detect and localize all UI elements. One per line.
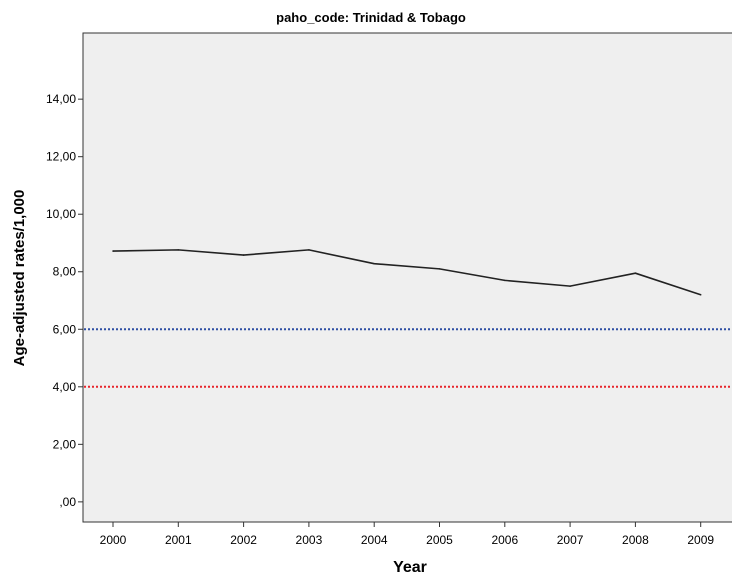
x-axis: 2000 2001 2002 2003 2004 2005 2006 2007 2008 2009 (100, 522, 714, 547)
x-tick-label: 2001 (165, 533, 192, 547)
x-tick-label: 2004 (361, 533, 388, 547)
data-point (373, 262, 376, 265)
series-layer (112, 249, 702, 296)
y-tick-label: ,00 (59, 495, 76, 509)
y-tick-label: 12,00 (46, 150, 76, 164)
y-tick-label: 2,00 (53, 437, 77, 451)
reference-lines (84, 328, 732, 388)
data-point (112, 250, 114, 252)
y-axis: ,00 2,00 4,00 6,00 8,00 10,00 12,00 14,00 (46, 92, 83, 509)
data-point (177, 249, 180, 251)
x-tick-label: 2002 (230, 533, 257, 547)
x-tick-label: 2008 (622, 533, 649, 547)
data-point (569, 285, 571, 287)
data-point (699, 293, 702, 296)
data-point (438, 268, 441, 270)
x-tick-label: 2000 (100, 533, 127, 547)
y-tick-label: 8,00 (53, 265, 77, 279)
data-point (242, 254, 245, 256)
data-point (504, 279, 506, 282)
x-tick-label: 2009 (687, 533, 714, 547)
data-point (634, 272, 637, 274)
y-axis-title: Age-adjusted rates/1,000 (11, 190, 28, 367)
x-axis-title: Year (393, 559, 427, 576)
y-tick-label: 10,00 (46, 207, 76, 221)
x-tick-label: 2006 (491, 533, 518, 547)
y-tick-label: 4,00 (53, 380, 77, 394)
x-tick-label: 2007 (557, 533, 584, 547)
y-tick-label: 14,00 (46, 92, 76, 106)
data-point (308, 249, 310, 251)
x-tick-label: 2005 (426, 533, 453, 547)
y-tick-label: 6,00 (53, 322, 77, 336)
series-line (112, 249, 701, 296)
chart-title: paho_code: Trinidad & Tobago (276, 10, 466, 25)
x-tick-label: 2003 (296, 533, 323, 547)
plot-area (82, 32, 732, 523)
